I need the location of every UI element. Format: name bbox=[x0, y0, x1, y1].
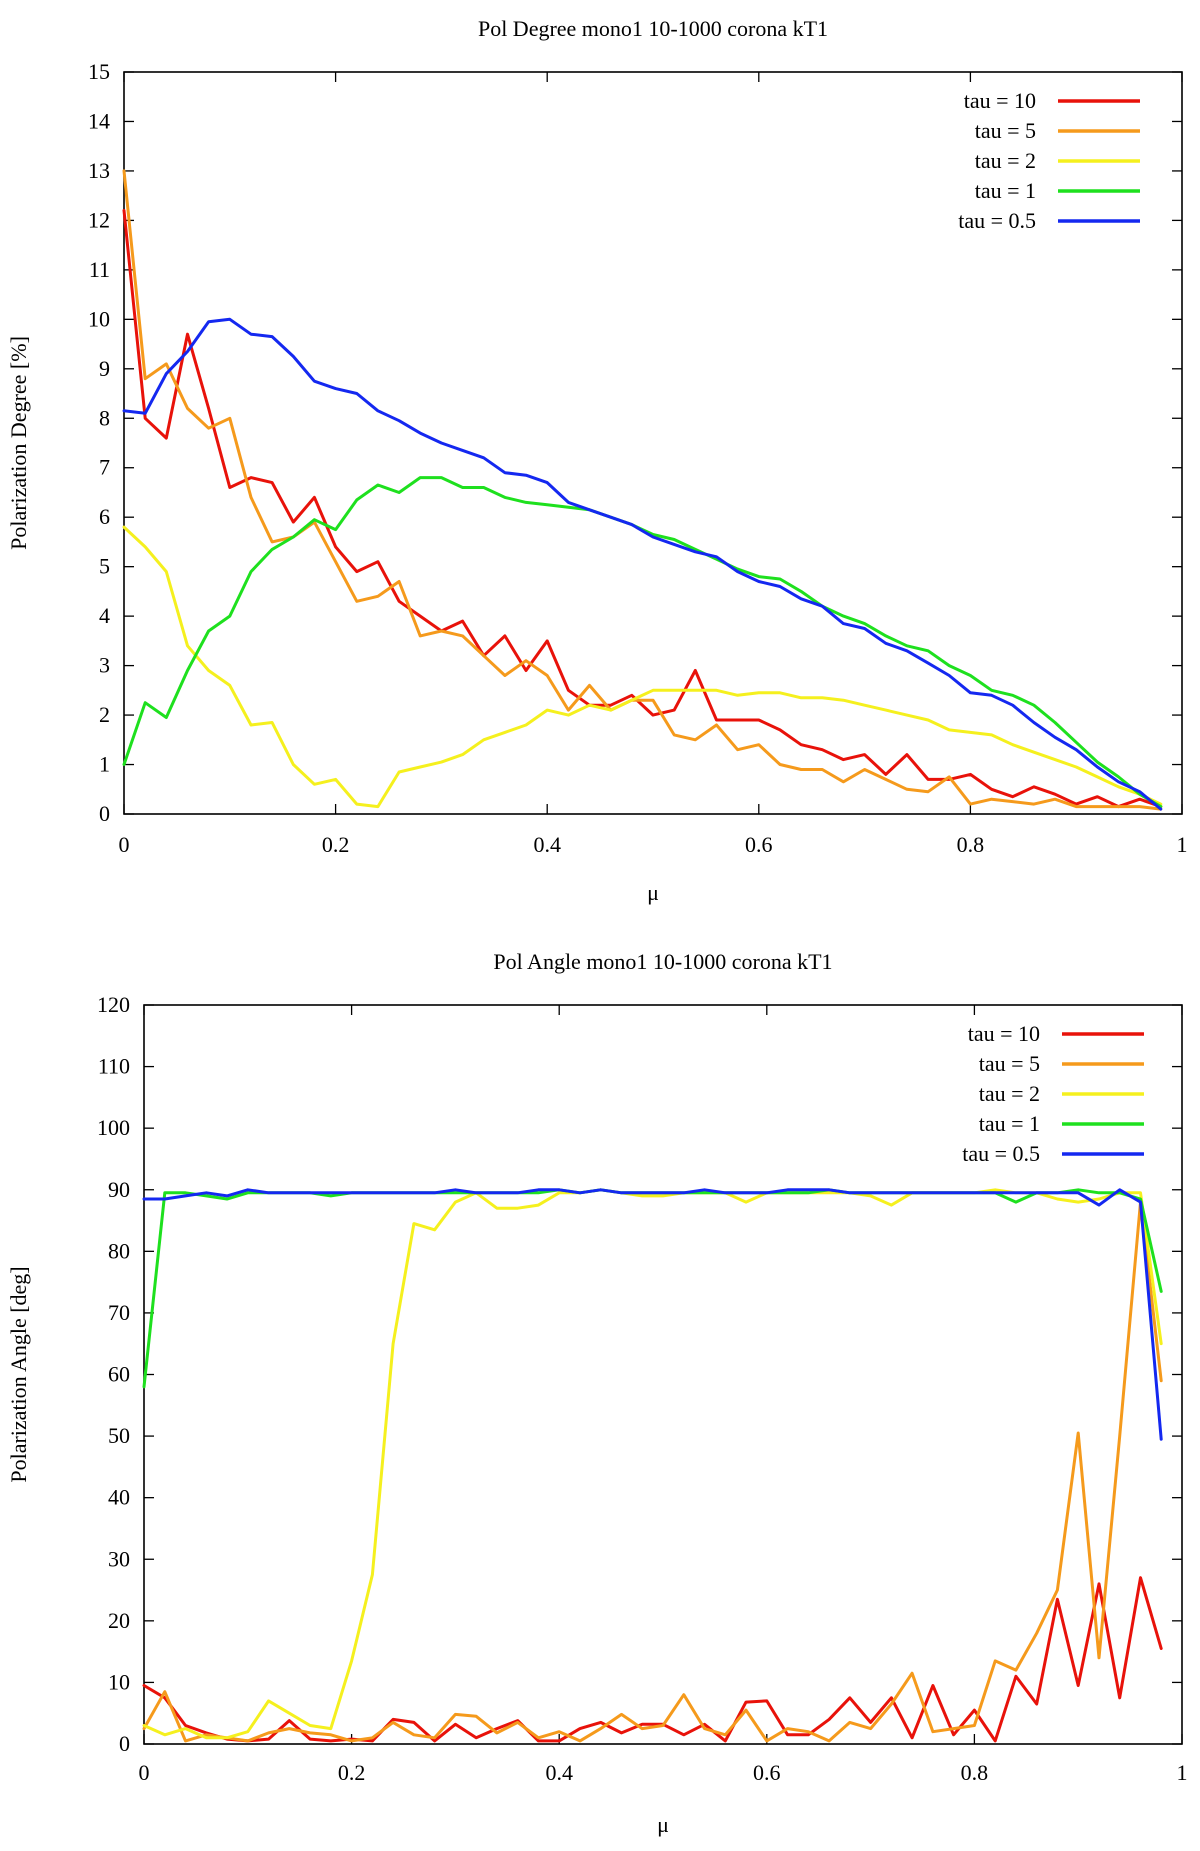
x-tick-label: 0.2 bbox=[338, 1760, 366, 1785]
y-tick-label: 80 bbox=[108, 1238, 130, 1263]
y-tick-label: 20 bbox=[108, 1608, 130, 1633]
series-line-tau-0-5 bbox=[142, 1188, 1163, 1441]
y-tick-label: 13 bbox=[88, 158, 110, 183]
y-tick-label: 6 bbox=[99, 504, 110, 529]
series-line-tau-10 bbox=[142, 1576, 1163, 1743]
y-tick-label: 3 bbox=[99, 653, 110, 678]
x-tick-label: 0.6 bbox=[753, 1760, 781, 1785]
series-line-tau-5 bbox=[142, 1200, 1163, 1743]
series-line-tau-2 bbox=[122, 525, 1163, 809]
chart-title: Pol Angle mono1 10-1000 corona kT1 bbox=[493, 949, 832, 974]
legend-label: tau = 1 bbox=[979, 1111, 1040, 1136]
series-line-tau-2 bbox=[142, 1188, 1163, 1740]
y-tick-label: 70 bbox=[108, 1300, 130, 1325]
legend-label: tau = 1 bbox=[975, 178, 1036, 203]
series-line-tau-0-5 bbox=[122, 317, 1163, 811]
legend-label: tau = 5 bbox=[979, 1051, 1040, 1076]
x-axis-label: μ bbox=[647, 880, 659, 905]
x-tick-label: 1 bbox=[1177, 832, 1188, 857]
series-line-tau-5 bbox=[122, 169, 1163, 811]
plot-frame bbox=[123, 71, 1183, 815]
x-tick-label: 0.8 bbox=[961, 1760, 989, 1785]
chart-1: Pol Degree mono1 10-1000 corona kT1 0 0.2 0… bbox=[6, 16, 1188, 905]
y-tick-label: 8 bbox=[99, 405, 110, 430]
y-tick-label: 11 bbox=[89, 257, 110, 282]
legend-label: tau = 2 bbox=[975, 148, 1036, 173]
y-tick-label: 120 bbox=[97, 992, 130, 1017]
legend-label: tau = 10 bbox=[964, 88, 1036, 113]
y-axis-label: Polarization Degree [%] bbox=[6, 336, 31, 550]
x-tick-label: 0.4 bbox=[545, 1760, 573, 1785]
y-tick-label: 0 bbox=[119, 1731, 130, 1756]
legend-label: tau = 0.5 bbox=[962, 1141, 1040, 1166]
x-axis-label: μ bbox=[657, 1812, 669, 1837]
y-tick-label: 50 bbox=[108, 1423, 130, 1448]
y-tick-label: 100 bbox=[97, 1115, 130, 1140]
y-tick-label: 7 bbox=[99, 455, 110, 480]
y-tick-label: 90 bbox=[108, 1177, 130, 1202]
x-tick-label: 0 bbox=[119, 832, 130, 857]
series-line-tau-10 bbox=[122, 209, 1163, 809]
x-tick-label: 0 bbox=[139, 1760, 150, 1785]
x-tick-label: 0.2 bbox=[322, 832, 350, 857]
series-line-tau-1 bbox=[142, 1188, 1163, 1389]
y-tick-label: 12 bbox=[88, 207, 110, 232]
series-line-tau-1 bbox=[122, 476, 1163, 809]
y-tick-label: 10 bbox=[108, 1669, 130, 1694]
legend-label: tau = 2 bbox=[979, 1081, 1040, 1106]
y-tick-label: 1 bbox=[99, 752, 110, 777]
y-tick-label: 60 bbox=[108, 1362, 130, 1387]
y-tick-label: 15 bbox=[88, 59, 110, 84]
legend-label: tau = 0.5 bbox=[958, 208, 1036, 233]
y-tick-label: 2 bbox=[99, 702, 110, 727]
y-tick-label: 40 bbox=[108, 1485, 130, 1510]
y-tick-label: 0 bbox=[99, 801, 110, 826]
x-tick-label: 0.6 bbox=[745, 832, 773, 857]
x-tick-label: 0.8 bbox=[957, 832, 985, 857]
y-tick-label: 4 bbox=[99, 603, 110, 628]
x-tick-label: 0.4 bbox=[533, 832, 561, 857]
legend-label: tau = 5 bbox=[975, 118, 1036, 143]
chart-2: Pol Angle mono1 10-1000 corona kT1 0 0.2 0.… bbox=[6, 949, 1188, 1837]
y-tick-label: 30 bbox=[108, 1546, 130, 1571]
x-tick-label: 1 bbox=[1177, 1760, 1188, 1785]
chart-title: Pol Degree mono1 10-1000 corona kT1 bbox=[478, 16, 828, 41]
y-axis-label: Polarization Angle [deg] bbox=[6, 1266, 31, 1482]
y-tick-label: 10 bbox=[88, 306, 110, 331]
legend-label: tau = 10 bbox=[968, 1021, 1040, 1046]
y-tick-label: 110 bbox=[98, 1054, 130, 1079]
y-tick-label: 14 bbox=[88, 108, 110, 133]
y-tick-label: 5 bbox=[99, 554, 110, 579]
y-tick-label: 9 bbox=[99, 356, 110, 381]
